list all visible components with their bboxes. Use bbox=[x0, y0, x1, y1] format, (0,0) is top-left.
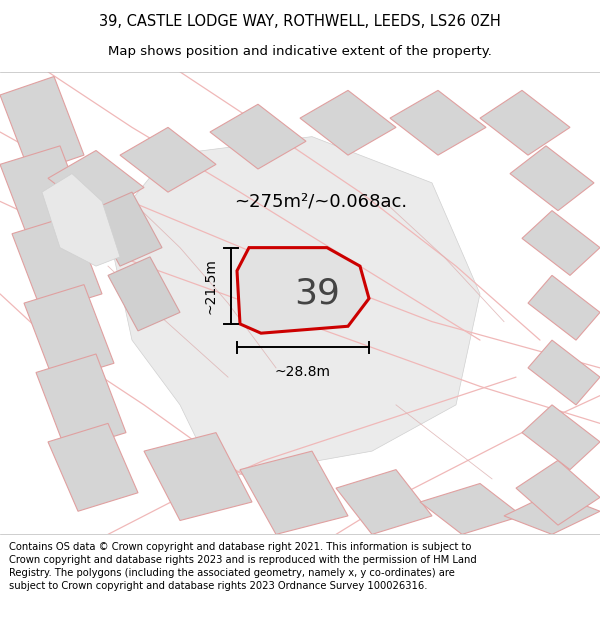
Polygon shape bbox=[108, 257, 180, 331]
Polygon shape bbox=[108, 137, 480, 479]
Polygon shape bbox=[420, 484, 522, 534]
Polygon shape bbox=[240, 451, 348, 534]
Polygon shape bbox=[0, 76, 84, 174]
Polygon shape bbox=[24, 284, 114, 382]
Polygon shape bbox=[90, 192, 162, 266]
Polygon shape bbox=[510, 146, 594, 211]
Text: Map shows position and indicative extent of the property.: Map shows position and indicative extent… bbox=[108, 45, 492, 58]
Polygon shape bbox=[12, 215, 102, 312]
Polygon shape bbox=[237, 248, 369, 333]
Polygon shape bbox=[528, 276, 600, 340]
Polygon shape bbox=[390, 91, 486, 155]
Polygon shape bbox=[120, 127, 216, 192]
Polygon shape bbox=[336, 469, 432, 534]
Text: ~275m²/~0.068ac.: ~275m²/~0.068ac. bbox=[235, 192, 407, 211]
Polygon shape bbox=[522, 211, 600, 276]
Polygon shape bbox=[48, 423, 138, 511]
Polygon shape bbox=[36, 354, 126, 451]
Text: ~21.5m: ~21.5m bbox=[203, 258, 217, 314]
Polygon shape bbox=[48, 151, 144, 215]
Text: 39: 39 bbox=[294, 277, 340, 311]
Text: Contains OS data © Crown copyright and database right 2021. This information is : Contains OS data © Crown copyright and d… bbox=[9, 542, 477, 591]
Polygon shape bbox=[480, 91, 570, 155]
Polygon shape bbox=[522, 405, 600, 469]
Polygon shape bbox=[528, 340, 600, 405]
Polygon shape bbox=[210, 104, 306, 169]
Text: ~28.8m: ~28.8m bbox=[275, 366, 331, 379]
Polygon shape bbox=[42, 174, 120, 266]
Polygon shape bbox=[0, 146, 90, 243]
Polygon shape bbox=[300, 91, 396, 155]
Polygon shape bbox=[504, 492, 600, 534]
Polygon shape bbox=[516, 461, 600, 525]
Polygon shape bbox=[144, 432, 252, 521]
Text: 39, CASTLE LODGE WAY, ROTHWELL, LEEDS, LS26 0ZH: 39, CASTLE LODGE WAY, ROTHWELL, LEEDS, L… bbox=[99, 14, 501, 29]
